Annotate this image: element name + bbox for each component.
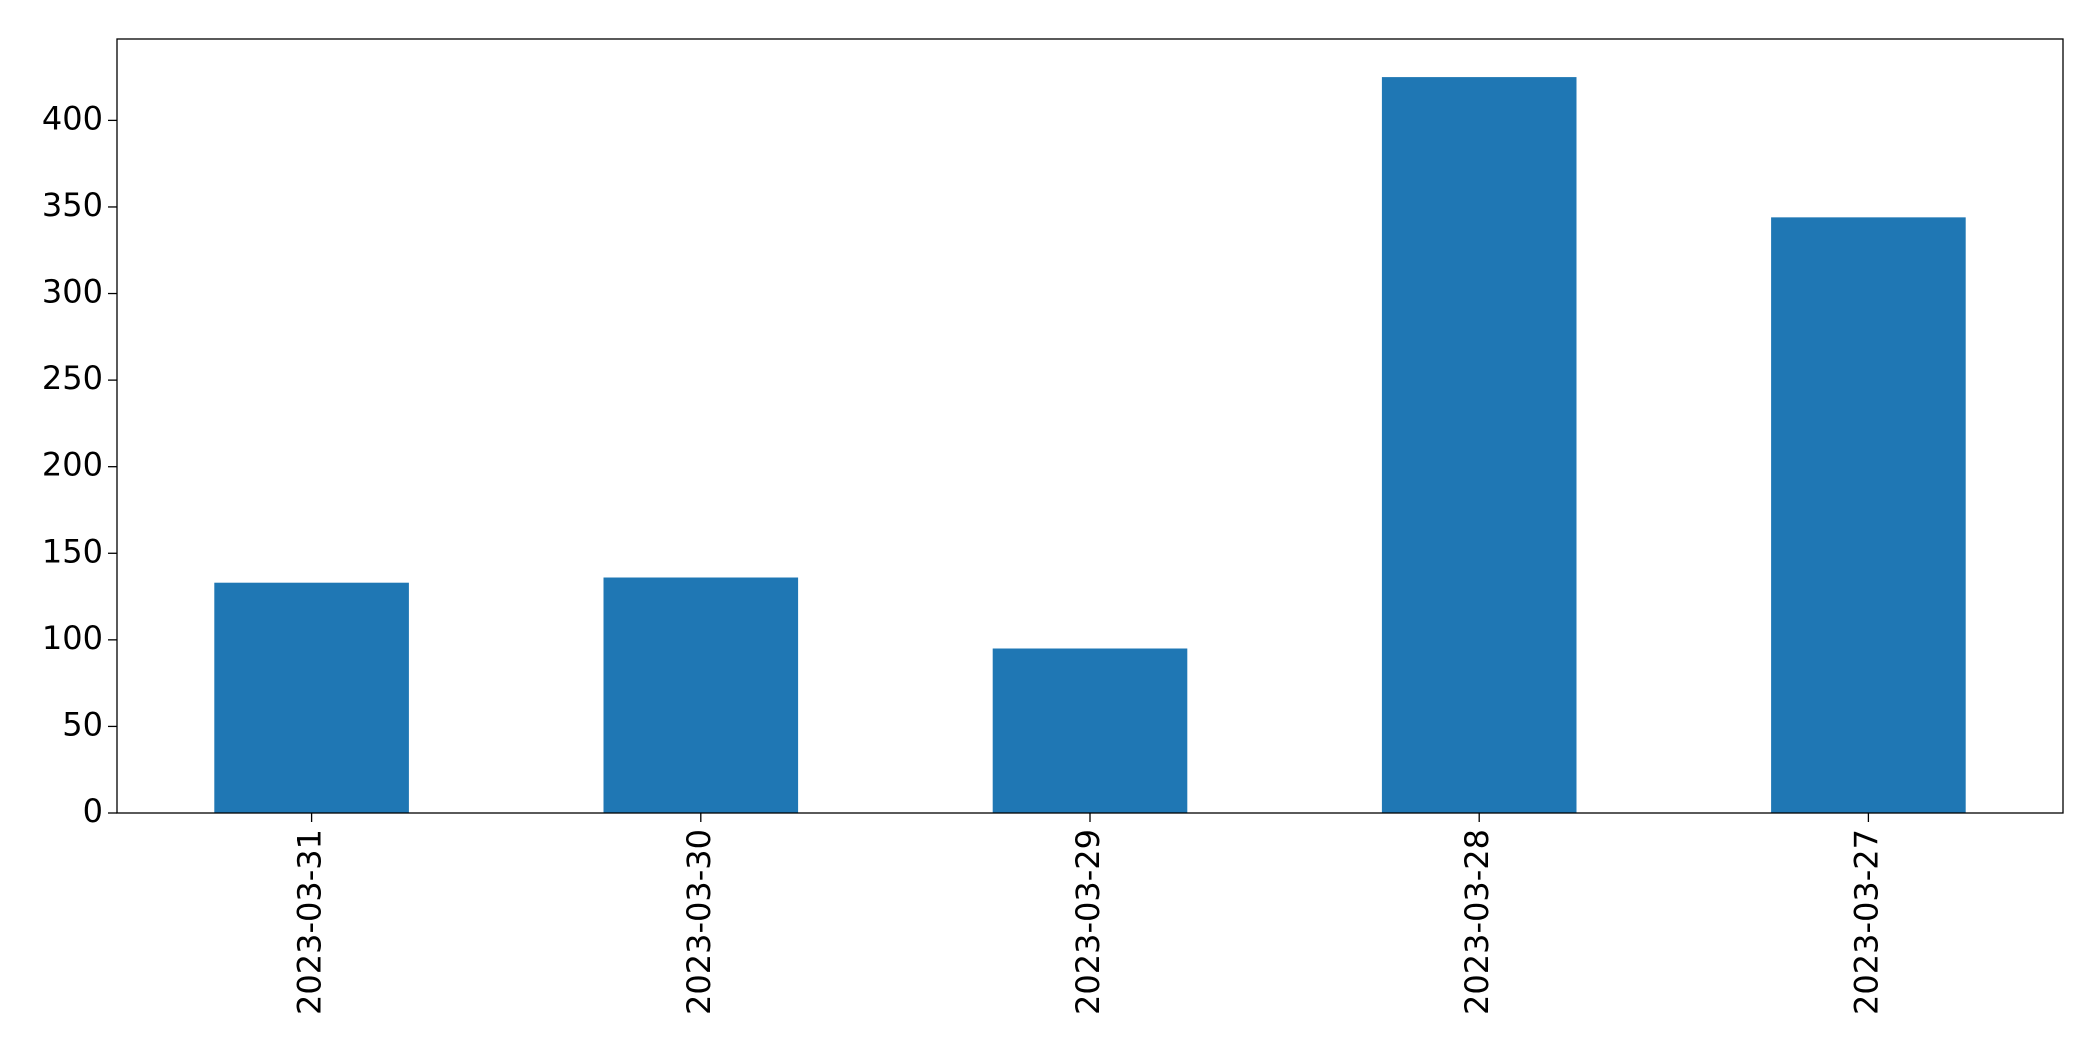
y-tick-label: 100	[42, 619, 103, 657]
bar	[1771, 217, 1966, 813]
x-tick-label: 2023-03-27	[1847, 829, 1885, 1015]
bar	[214, 582, 409, 813]
plot-frame	[116, 38, 2064, 814]
y-tick-label: 200	[42, 446, 103, 484]
y-tick-label: 350	[42, 186, 103, 224]
x-tick-label: 2023-03-28	[1458, 829, 1496, 1015]
x-tick-label: 2023-03-30	[680, 829, 718, 1015]
y-tick-label: 400	[42, 99, 103, 137]
y-tick-label: 0	[83, 792, 103, 830]
x-tick-label: 2023-03-31	[291, 829, 329, 1015]
bar	[1381, 77, 1577, 814]
y-tick-label: 250	[42, 359, 103, 397]
bar	[992, 648, 1188, 813]
y-tick-label: 300	[42, 273, 103, 311]
y-tick-label: 150	[42, 532, 103, 570]
bar	[603, 577, 799, 813]
x-tick-label: 2023-03-29	[1069, 829, 1107, 1015]
y-tick-label: 50	[62, 705, 103, 743]
